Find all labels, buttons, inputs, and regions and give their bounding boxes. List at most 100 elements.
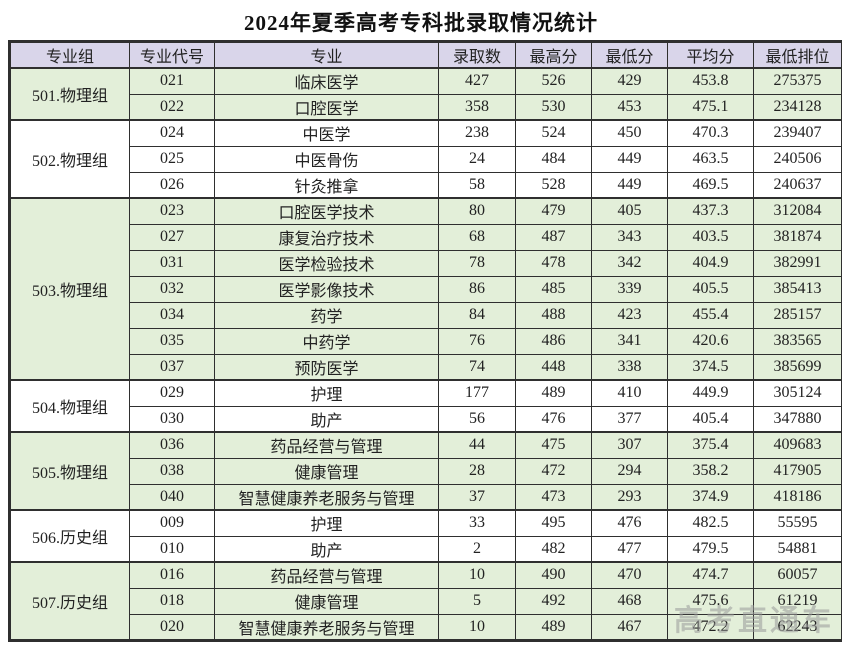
major-cell: 智慧健康养老服务与管理 (214, 613, 439, 641)
avg-score-cell: 472.2 (667, 613, 754, 641)
code-cell: 029 (129, 379, 215, 407)
min-score-cell: 468 (591, 587, 668, 615)
min-score-cell: 307 (591, 431, 668, 459)
table-row: 027 康复治疗技术 68 487 343 403.5 381874 (10, 223, 842, 251)
avg-score-cell: 405.4 (667, 405, 754, 433)
major-cell: 护理 (214, 379, 439, 407)
min-score-cell: 294 (591, 457, 668, 485)
avg-score-cell: 470.3 (667, 119, 754, 147)
min-score-cell: 339 (591, 275, 668, 303)
avg-score-cell: 449.9 (667, 379, 754, 407)
table-row: 032 医学影像技术 86 485 339 405.5 385413 (10, 275, 842, 303)
code-cell: 025 (129, 145, 215, 173)
major-cell: 医学影像技术 (214, 275, 439, 303)
min-rank-cell: 240637 (753, 171, 842, 199)
table-row: 506.历史组 009 护理 33 495 476 482.5 55595 (9, 509, 842, 563)
group-cell: 503.物理组 (9, 197, 130, 381)
min-rank-cell: 275375 (753, 67, 842, 95)
major-cell: 药品经营与管理 (214, 561, 439, 589)
code-cell: 036 (129, 431, 215, 459)
code-cell: 037 (129, 353, 215, 381)
table-row: 507.历史组 016 药品经营与管理 10 490 470 474.7 60057 (9, 561, 842, 641)
major-cell: 中药学 (214, 327, 439, 355)
avg-score-cell: 403.5 (667, 223, 754, 251)
major-cell: 针灸推拿 (214, 171, 439, 199)
admitted-count-cell: 44 (438, 431, 516, 459)
header-cell-major: 专业 (214, 41, 439, 69)
header-cell-code: 专业代号 (129, 41, 215, 69)
min-rank-cell: 55595 (753, 509, 842, 537)
code-cell: 024 (129, 119, 215, 147)
avg-score-cell: 482.5 (667, 509, 754, 537)
admitted-count-cell: 177 (438, 379, 516, 407)
table-row: 020 智慧健康养老服务与管理 10 489 467 472.2 62243 (10, 613, 842, 641)
major-cell: 健康管理 (214, 457, 439, 485)
group-cell: 501.物理组 (9, 67, 130, 121)
min-rank-cell: 417905 (753, 457, 842, 485)
min-rank-cell: 62243 (753, 613, 842, 641)
admitted-count-cell: 84 (438, 301, 516, 329)
max-score-cell: 482 (515, 535, 592, 563)
max-score-cell: 484 (515, 145, 592, 173)
header-cell-min-rank: 最低排位 (753, 41, 842, 69)
table-row: 018 健康管理 5 492 468 475.6 61219 (10, 587, 842, 615)
code-cell: 032 (129, 275, 215, 303)
admitted-count-cell: 238 (438, 119, 516, 147)
max-score-cell: 487 (515, 223, 592, 251)
code-cell: 018 (129, 587, 215, 615)
admissions-table: 专业组 专业代号 专业 录取数 最高分 最低分 平均分 最低排位 501.物理组… (8, 40, 842, 642)
min-score-cell: 341 (591, 327, 668, 355)
table-row: 026 针灸推拿 58 528 449 469.5 240637 (10, 171, 842, 199)
major-cell: 口腔医学技术 (214, 197, 439, 225)
min-score-cell: 338 (591, 353, 668, 381)
min-score-cell: 449 (591, 145, 668, 173)
min-score-cell: 470 (591, 561, 668, 589)
admitted-count-cell: 86 (438, 275, 516, 303)
min-score-cell: 410 (591, 379, 668, 407)
admitted-count-cell: 5 (438, 587, 516, 615)
max-score-cell: 526 (515, 67, 592, 95)
avg-score-cell: 374.9 (667, 483, 754, 511)
page-title: 2024年夏季高考专科批录取情况统计 (244, 11, 598, 35)
admitted-count-cell: 78 (438, 249, 516, 277)
code-cell: 020 (129, 613, 215, 641)
min-score-cell: 342 (591, 249, 668, 277)
table-row: 040 智慧健康养老服务与管理 37 473 293 374.9 418186 (10, 483, 842, 511)
min-score-cell: 476 (591, 509, 668, 537)
min-score-cell: 377 (591, 405, 668, 433)
admitted-count-cell: 427 (438, 67, 516, 95)
code-cell: 026 (129, 171, 215, 199)
min-score-cell: 453 (591, 93, 668, 121)
admitted-count-cell: 2 (438, 535, 516, 563)
max-score-cell: 495 (515, 509, 592, 537)
avg-score-cell: 404.9 (667, 249, 754, 277)
min-rank-cell: 239407 (753, 119, 842, 147)
max-score-cell: 524 (515, 119, 592, 147)
min-rank-cell: 285157 (753, 301, 842, 329)
min-rank-cell: 381874 (753, 223, 842, 251)
group-cell: 502.物理组 (9, 119, 130, 199)
major-cell: 助产 (214, 535, 439, 563)
admitted-count-cell: 10 (438, 561, 516, 589)
table-row: 025 中医骨伤 24 484 449 463.5 240506 (10, 145, 842, 173)
avg-score-cell: 469.5 (667, 171, 754, 199)
group-cell: 507.历史组 (9, 561, 130, 641)
max-score-cell: 489 (515, 613, 592, 641)
code-cell: 027 (129, 223, 215, 251)
group-cell: 504.物理组 (9, 379, 130, 433)
max-score-cell: 492 (515, 587, 592, 615)
code-cell: 021 (129, 67, 215, 95)
major-cell: 药学 (214, 301, 439, 329)
min-rank-cell: 385699 (753, 353, 842, 381)
code-cell: 022 (129, 93, 215, 121)
table-row: 502.物理组 024 中医学 238 524 450 470.3 239407 (9, 119, 842, 199)
header-cell-avg-score: 平均分 (667, 41, 754, 69)
min-score-cell: 477 (591, 535, 668, 563)
min-rank-cell: 60057 (753, 561, 842, 589)
min-score-cell: 423 (591, 301, 668, 329)
major-cell: 助产 (214, 405, 439, 433)
max-score-cell: 485 (515, 275, 592, 303)
avg-score-cell: 474.7 (667, 561, 754, 589)
min-rank-cell: 61219 (753, 587, 842, 615)
max-score-cell: 489 (515, 379, 592, 407)
